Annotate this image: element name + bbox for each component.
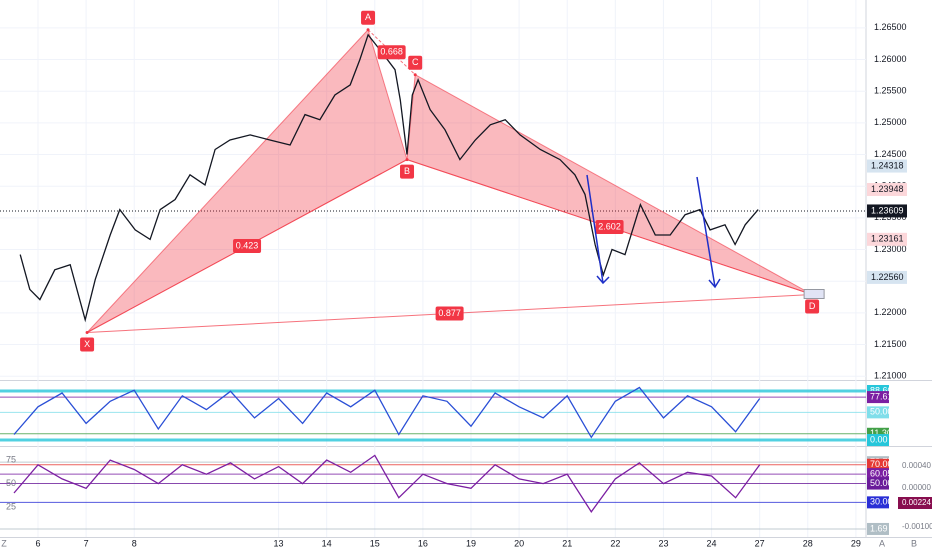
point-label: C [412,57,419,67]
ratio-label: 0.423 [236,240,259,250]
y-tick-label: 1.25000 [874,117,907,127]
level-tag-label: 60.05 [870,468,893,478]
x-tick-label: 21 [562,538,572,548]
price-tag [867,232,907,246]
annotation-arrows [586,174,721,289]
pattern-point [85,331,89,334]
level-tag-label: 30.00 [870,497,893,507]
toolbar-icon: A [879,538,885,548]
ratio-label-bg [595,220,624,235]
toolbar-icon: B [911,538,917,548]
x-tick-label: 7 [84,538,89,548]
x-tick-label: 24 [707,538,717,548]
y-tick-label: 1.25500 [874,86,907,96]
x-tick-label: 15 [370,538,380,548]
level-tag-label: 50.00 [870,478,893,488]
price-tag-label: 1.24318 [871,160,904,170]
x-tick-label: 23 [658,538,668,548]
point-label-bg [400,164,415,179]
point-label: B [404,166,410,176]
price-tag [867,159,907,173]
x-tick-label: 14 [322,538,332,548]
price-tag [867,270,907,284]
point-label-bg [408,55,423,70]
left-tick-label: 50 [6,478,16,488]
x-tick-label: 8 [132,538,137,548]
y-tick-label: 1.26000 [874,54,907,64]
right-tick-label: 0.00040 [902,461,931,470]
ratio-label-bg [233,239,262,254]
price-line [19,33,759,323]
indicator-line [13,454,761,513]
level-tag-label: 1.69 [870,523,888,533]
y-tick-label: 1.22000 [874,307,907,317]
point-label-bg [805,299,820,314]
level-tag [867,477,889,490]
y-tick-label: 1.23000 [874,244,907,254]
x-tick-label: 29 [851,538,861,548]
level-tag-label: 88.60 [870,385,893,395]
level-tag-label: 50.00 [870,407,893,417]
toolbar-icon: Z [1,538,7,548]
x-tick-label: 19 [466,538,476,548]
left-tick-label: 75 [6,454,16,464]
indicator-line [13,386,761,439]
x-tick-label: 28 [803,538,813,548]
price-tag-label: 1.22560 [871,272,904,282]
ratio-label: 2.602 [598,221,621,231]
value-tag [898,497,932,509]
ratio-label-bg [377,45,406,60]
level-tag [867,391,889,404]
price-tag-label: 1.23161 [871,234,904,244]
right-tick-label: 0.00000 [902,483,931,492]
right-tick-label: -0.00100 [902,522,932,531]
price-tag [867,204,907,218]
x-tick-label: 27 [755,538,765,548]
y-tick-label: 1.26500 [874,22,907,32]
left-tick-label: 25 [6,501,16,511]
point-label: A [365,12,371,22]
pattern-point [413,73,417,77]
pattern-point [366,28,370,32]
level-tag-label: 11.30 [870,428,892,438]
level-tag-label: 0.00 [870,434,888,444]
price-tag-label: 1.23948 [871,184,904,194]
ratio-label: 0.668 [380,47,403,57]
price-tag [867,182,907,196]
arrow [696,176,721,289]
point-label-bg [361,10,376,25]
level-tag [867,468,889,481]
pattern-point [405,158,409,162]
y-tick-label: 1.24500 [874,149,907,159]
arrow [586,174,610,285]
point-label: X [84,339,90,349]
point-label: D [809,301,816,311]
point-label-bg [80,337,95,352]
x-tick-label: 13 [274,538,284,548]
target-box [803,289,825,299]
y-tick-label: 1.21500 [874,339,907,349]
value-tag-label: 0.00224 [902,498,931,507]
level-tag-label: 77.61 [870,391,893,401]
x-tick-label: 22 [610,538,620,548]
level-tag [867,458,889,471]
level-tag [867,522,889,535]
x-tick-label: 16 [418,538,428,548]
level-tag [867,496,889,509]
x-tick-label: 20 [514,538,524,548]
level-tag [867,434,889,447]
ratio-label-bg [435,306,464,321]
ratio-label: 0.877 [438,308,461,318]
level-tag-label: 70.00 [870,459,893,469]
price-tag-label: 1.23609 [871,205,904,215]
x-tick-label: 6 [35,538,40,548]
y-tick-label: 1.21000 [874,371,907,381]
level-tag [867,406,889,419]
